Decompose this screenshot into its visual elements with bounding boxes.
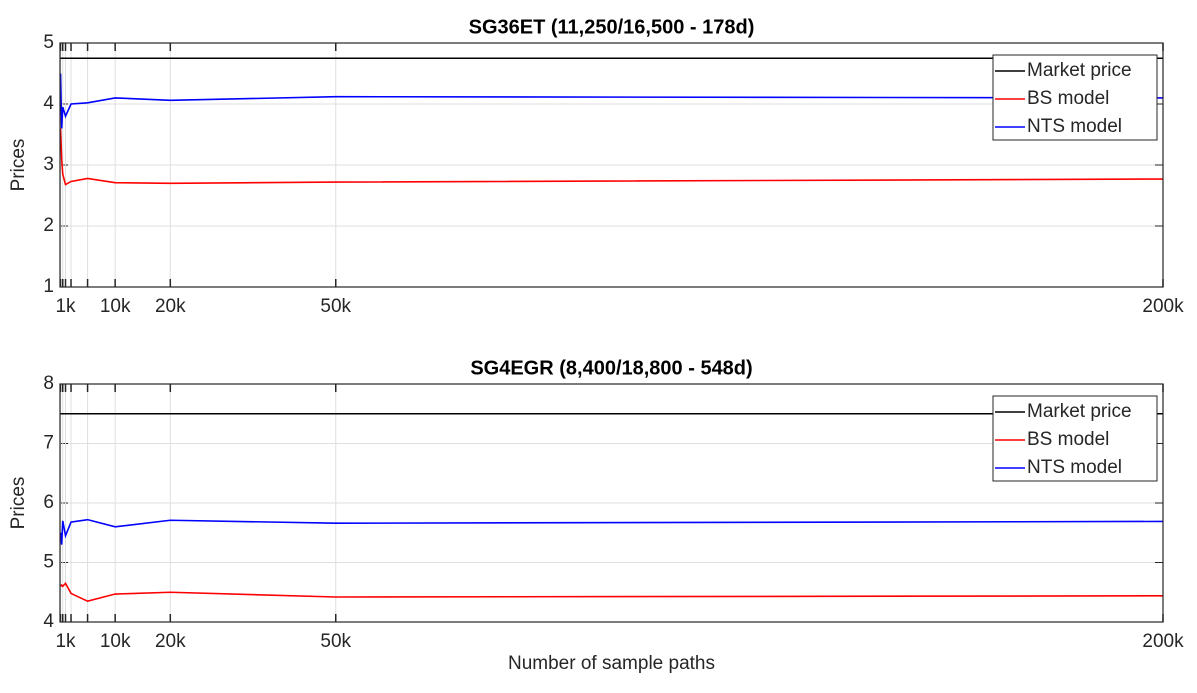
chart-title: SG4EGR (8,400/18,800 - 548d) — [470, 357, 752, 379]
x-tick-label: 20k — [155, 631, 186, 652]
y-tick-label: 4 — [43, 93, 54, 114]
x-tick-label: 200k — [1142, 631, 1184, 652]
legend: Market price BS model NTS model — [992, 54, 1158, 141]
series-line — [59, 73, 1164, 129]
y-axis-label: Prices — [8, 477, 29, 530]
series-line — [59, 518, 1164, 545]
y-tick-label: 7 — [43, 433, 54, 454]
legend-label: NTS model — [1027, 457, 1122, 478]
y-tick-label: 4 — [43, 611, 54, 632]
legend-label: NTS model — [1027, 116, 1122, 137]
y-tick-label: 5 — [43, 32, 54, 53]
y-tick-label: 2 — [43, 215, 54, 236]
x-tick-label: 10k — [100, 296, 131, 317]
plot-frame — [59, 383, 1164, 623]
plot-frame — [59, 42, 1164, 288]
legend-label: Market price — [1027, 401, 1132, 422]
x-tick-label: 50k — [320, 631, 351, 652]
x-tick-label: 20k — [155, 296, 186, 317]
y-tick-label: 8 — [43, 373, 54, 394]
legend-label: BS model — [1027, 429, 1109, 450]
y-tick-label: 1 — [43, 276, 54, 297]
y-tick-label: 5 — [43, 552, 54, 573]
x-axis-label: Number of sample paths — [508, 653, 715, 674]
legend-box — [992, 395, 1158, 482]
legend-label: Market price — [1027, 60, 1132, 81]
legend-label: BS model — [1027, 88, 1109, 109]
x-tick-label: 200k — [1142, 296, 1184, 317]
series-line — [59, 128, 1164, 186]
x-tick-label: 50k — [320, 296, 351, 317]
x-tick-label: 1k — [55, 631, 76, 652]
legend-box — [992, 54, 1158, 141]
series-line — [59, 581, 1164, 603]
y-tick-label: 3 — [43, 154, 54, 175]
x-tick-label: 1k — [55, 296, 76, 317]
legend: Market price BS model NTS model — [992, 395, 1158, 482]
y-axis-label: Prices — [8, 139, 29, 192]
y-tick-label: 6 — [43, 492, 54, 513]
chart-title: SG36ET (11,250/16,500 - 178d) — [469, 16, 755, 38]
x-tick-label: 10k — [100, 631, 131, 652]
